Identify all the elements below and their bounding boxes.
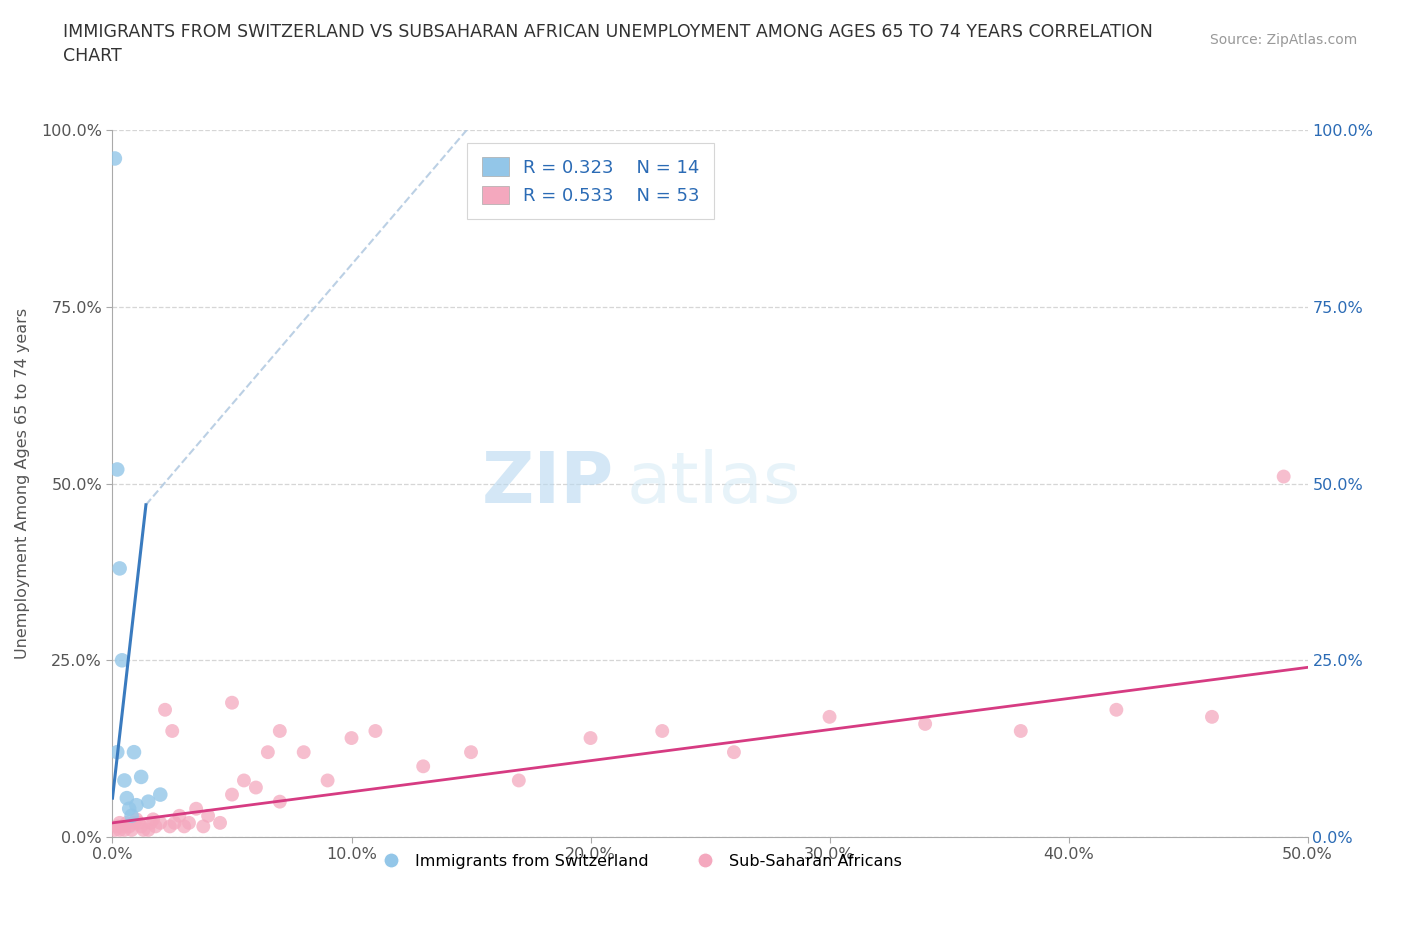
Point <box>121 822 143 837</box>
Point <box>108 816 131 830</box>
Point <box>269 794 291 809</box>
Point <box>105 462 128 477</box>
Point <box>128 816 150 830</box>
Point <box>129 819 152 834</box>
Text: Source: ZipAtlas.com: Source: ZipAtlas.com <box>1209 33 1357 46</box>
Point <box>142 812 165 827</box>
Point <box>125 798 148 813</box>
Point <box>149 787 172 802</box>
Point <box>177 816 200 830</box>
Point <box>125 812 148 827</box>
Text: ZIP: ZIP <box>482 449 614 518</box>
Point <box>149 816 172 830</box>
Point <box>108 561 131 576</box>
Point <box>221 696 243 711</box>
Y-axis label: Unemployment Among Ages 65 to 74 years: Unemployment Among Ages 65 to 74 years <box>15 308 30 659</box>
Point <box>1010 724 1032 738</box>
Point <box>162 724 183 738</box>
Point <box>221 787 243 802</box>
Point <box>412 759 434 774</box>
Point <box>316 773 339 788</box>
Point <box>508 773 530 788</box>
Point <box>111 653 134 668</box>
Point <box>114 822 135 837</box>
Text: IMMIGRANTS FROM SWITZERLAND VS SUBSAHARAN AFRICAN UNEMPLOYMENT AMONG AGES 65 TO : IMMIGRANTS FROM SWITZERLAND VS SUBSAHARA… <box>63 23 1153 65</box>
Point <box>108 822 131 837</box>
Point <box>169 808 191 823</box>
Point <box>105 819 128 834</box>
Point <box>105 745 128 760</box>
Point <box>364 724 387 738</box>
Text: atlas: atlas <box>627 449 801 518</box>
Point <box>114 773 135 788</box>
Point <box>132 822 155 837</box>
Point <box>121 808 143 823</box>
Point <box>340 731 363 746</box>
Point <box>460 745 482 760</box>
Point <box>723 745 745 760</box>
Point <box>914 716 936 731</box>
Point <box>209 816 232 830</box>
Point <box>118 802 141 817</box>
Point <box>159 819 181 834</box>
Point <box>269 724 291 738</box>
Point <box>292 745 315 760</box>
Point <box>186 802 208 817</box>
Point <box>257 745 280 760</box>
Point <box>122 745 145 760</box>
Point <box>1201 710 1223 724</box>
Point <box>139 816 162 830</box>
Point <box>104 151 127 166</box>
Point <box>122 816 145 830</box>
Point <box>173 819 195 834</box>
Point <box>193 819 215 834</box>
Point <box>115 790 138 805</box>
Point <box>104 822 127 837</box>
Point <box>651 724 673 738</box>
Point <box>1272 469 1295 484</box>
Point <box>153 702 176 717</box>
Point <box>579 731 602 746</box>
Point <box>138 822 160 837</box>
Point <box>138 794 160 809</box>
Point <box>163 816 186 830</box>
Point <box>129 769 152 784</box>
Point <box>118 819 141 834</box>
Point <box>197 808 219 823</box>
Point <box>233 773 256 788</box>
Point <box>1105 702 1128 717</box>
Point <box>818 710 841 724</box>
Point <box>245 780 267 795</box>
Legend: Immigrants from Switzerland, Sub-Saharan Africans: Immigrants from Switzerland, Sub-Saharan… <box>368 847 908 875</box>
Point <box>115 816 138 830</box>
Point <box>111 819 134 834</box>
Point <box>145 819 167 834</box>
